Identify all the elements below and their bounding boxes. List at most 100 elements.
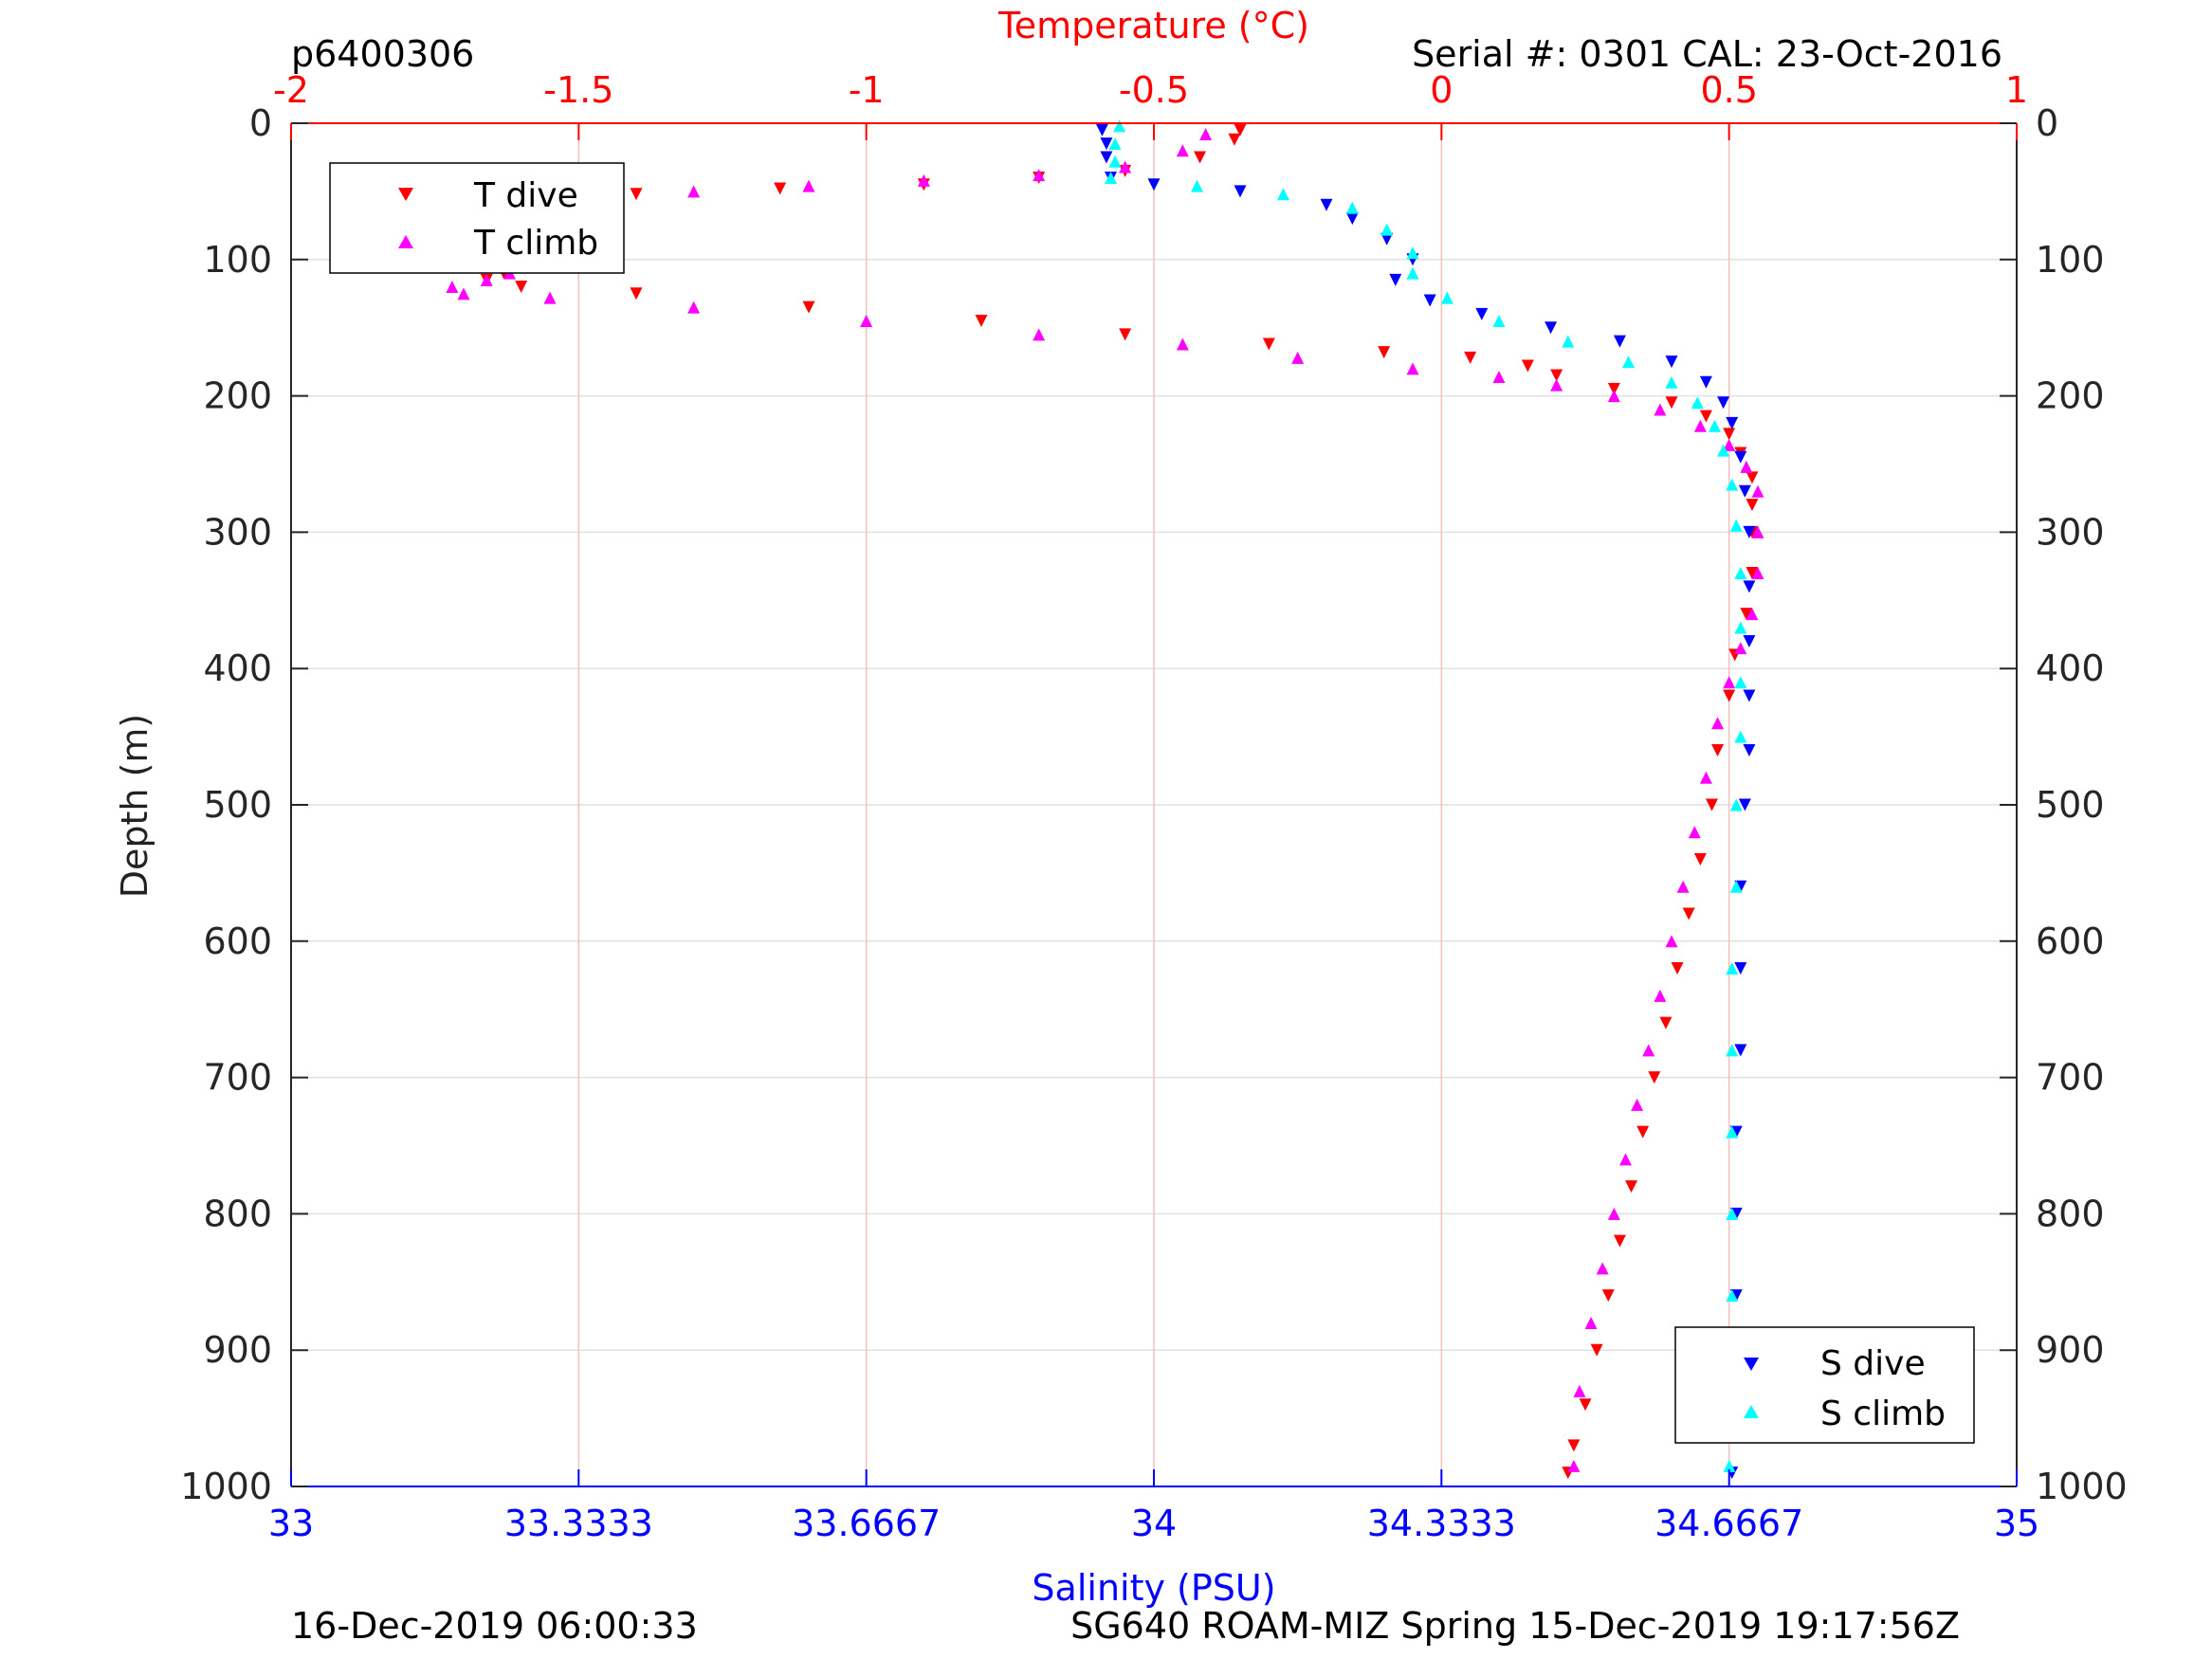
s-dive-point bbox=[1389, 273, 1402, 286]
depth-tick-label-left: 1000 bbox=[180, 1466, 272, 1507]
t-dive-point bbox=[1723, 689, 1736, 702]
t-dive-point bbox=[1521, 359, 1534, 373]
t-dive-point bbox=[1194, 151, 1207, 164]
t-climb-point bbox=[1751, 484, 1764, 498]
depth-tick-label-right: 100 bbox=[2036, 239, 2105, 281]
s-climb-point bbox=[1622, 356, 1635, 369]
s-climb-point bbox=[1105, 172, 1117, 185]
s-climb-point bbox=[1729, 798, 1743, 811]
s-dive-point bbox=[1717, 396, 1730, 410]
temperature-tick-label: 1 bbox=[2005, 69, 2028, 111]
t-climb-point bbox=[1176, 144, 1189, 157]
s-climb-point bbox=[1729, 519, 1743, 532]
t-dive-point bbox=[1740, 608, 1753, 621]
s-dive-point bbox=[1100, 137, 1113, 151]
depth-tick-label-right: 1000 bbox=[2036, 1466, 2128, 1507]
t-dive-point bbox=[1464, 351, 1477, 364]
s-climb-point bbox=[1709, 419, 1721, 432]
salinity-axis-title: Salinity (PSU) bbox=[1032, 1567, 1275, 1609]
t-climb-point bbox=[1607, 390, 1620, 403]
t-dive-point bbox=[1262, 337, 1275, 351]
legend-t-dive-marker bbox=[398, 188, 413, 201]
s-climb-point bbox=[1406, 246, 1419, 260]
legend-s-climb-label: S climb bbox=[1820, 1395, 1946, 1433]
t-climb-point bbox=[687, 185, 701, 198]
s-dive-point bbox=[1743, 525, 1756, 538]
t-dive-point bbox=[1711, 743, 1725, 757]
depth-tick-label-right: 900 bbox=[2036, 1329, 2105, 1371]
s-dive-point bbox=[1743, 634, 1756, 647]
t-dive-point bbox=[774, 182, 787, 195]
temperature-tick-label: 0 bbox=[1430, 69, 1453, 111]
depth-tick-label-left: 800 bbox=[203, 1193, 272, 1234]
t-climb-point bbox=[917, 173, 930, 187]
legend-t-climb-label: T climb bbox=[473, 224, 598, 263]
s-dive-point bbox=[1475, 307, 1489, 320]
t-climb-point bbox=[1654, 403, 1667, 416]
footer-left-timestamp: 16-Dec-2019 06:00:33 bbox=[291, 1605, 698, 1647]
s-climb-point bbox=[1406, 266, 1419, 280]
t-dive-point bbox=[1607, 382, 1620, 395]
profile-id: p6400306 bbox=[291, 33, 474, 75]
salinity-tick-label: 34.6667 bbox=[1654, 1503, 1803, 1544]
s-dive-point bbox=[1147, 178, 1161, 191]
t-climb-point bbox=[1492, 370, 1506, 383]
t-dive-point bbox=[630, 188, 643, 201]
s-climb-point bbox=[1729, 880, 1743, 893]
s-dive-point bbox=[1738, 484, 1751, 498]
t-climb-point bbox=[1119, 160, 1132, 173]
t-climb-point bbox=[1567, 1459, 1581, 1472]
s-climb-point bbox=[1345, 201, 1359, 214]
t-climb-point bbox=[480, 273, 493, 286]
depth-tick-label-right: 0 bbox=[2036, 102, 2058, 144]
depth-tick-label-right: 800 bbox=[2036, 1193, 2105, 1234]
s-climb-point bbox=[1277, 188, 1289, 201]
s-climb-point bbox=[1108, 137, 1122, 151]
s-climb-point bbox=[1665, 375, 1678, 389]
depth-tick-label-right: 500 bbox=[2036, 784, 2105, 826]
s-climb-series bbox=[1105, 119, 1747, 1472]
axes: 0 0 100 100 200 200 300 300 400 400 500 500 600 600 70… bbox=[180, 69, 2127, 1544]
s-climb-point bbox=[1723, 1459, 1736, 1472]
s-dive-point bbox=[1734, 962, 1747, 975]
t-climb-point bbox=[1740, 460, 1753, 473]
s-dive-point bbox=[1699, 375, 1712, 389]
temperature-tick-label: -1.5 bbox=[543, 69, 613, 111]
s-climb-point bbox=[1492, 315, 1506, 328]
s-climb-point bbox=[1726, 478, 1739, 491]
s-climb-point bbox=[1380, 223, 1394, 236]
t-dive-point bbox=[1234, 123, 1247, 137]
s-climb-point bbox=[1734, 676, 1747, 689]
salinity-tick-label: 34.3333 bbox=[1367, 1503, 1516, 1544]
depth-tick-label-left: 500 bbox=[203, 784, 272, 826]
t-dive-point bbox=[1613, 1234, 1626, 1248]
s-dive-point bbox=[1743, 743, 1756, 757]
s-dive-point bbox=[1613, 335, 1626, 348]
t-climb-point bbox=[1631, 1098, 1644, 1111]
t-dive-point bbox=[1699, 410, 1712, 423]
s-climb-point bbox=[1726, 1207, 1739, 1220]
t-climb-point bbox=[1642, 1044, 1655, 1057]
s-dive-point bbox=[1545, 321, 1558, 335]
t-climb-point bbox=[1734, 642, 1747, 655]
depth-tick-label-right: 600 bbox=[2036, 921, 2105, 962]
t-dive-point bbox=[1746, 499, 1759, 512]
temperature-tick-label: 0.5 bbox=[1700, 69, 1757, 111]
depth-tick-label-right: 400 bbox=[2036, 647, 2105, 689]
s-dive-point bbox=[1100, 151, 1113, 164]
depth-tick-label-left: 900 bbox=[203, 1329, 272, 1371]
t-climb-point bbox=[1406, 362, 1419, 375]
t-climb-point bbox=[1676, 880, 1690, 893]
t-climb-point bbox=[1693, 419, 1707, 432]
t-dive-point bbox=[1705, 798, 1718, 811]
temperature-axis-title: Temperature (°C) bbox=[997, 5, 1309, 46]
t-dive-point bbox=[1590, 1343, 1603, 1357]
t-dive-point bbox=[1119, 328, 1132, 341]
s-climb-point bbox=[1108, 155, 1122, 168]
s-dive-point bbox=[1734, 1044, 1747, 1057]
temperature-tick-label: -0.5 bbox=[1119, 69, 1189, 111]
s-dive-point bbox=[1380, 232, 1394, 246]
depth-tick-label-left: 300 bbox=[203, 511, 272, 553]
s-climb-point bbox=[1734, 567, 1747, 580]
